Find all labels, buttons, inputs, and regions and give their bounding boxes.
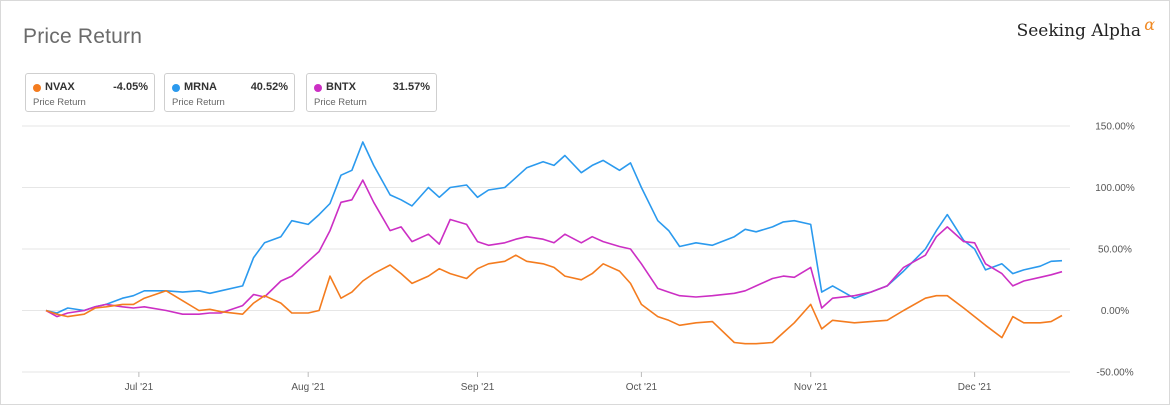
legend-item-bntx[interactable]: BNTX 31.57% Price Return xyxy=(306,73,437,112)
legend-ticker: MRNA xyxy=(184,81,217,93)
legend-item-mrna[interactable]: MRNA 40.52% Price Return xyxy=(164,73,295,112)
legend-return: -4.05% xyxy=(113,81,148,93)
x-tick-label: Sep '21 xyxy=(461,382,495,393)
legend: NVAX -4.05% Price Return MRNA 40.52% Pri… xyxy=(25,73,446,112)
series-dot-icon xyxy=(172,84,180,92)
series-dot-icon xyxy=(33,84,41,92)
legend-item-nvax[interactable]: NVAX -4.05% Price Return xyxy=(25,73,155,112)
series-line-bntx[interactable] xyxy=(45,179,1063,318)
brand-name: Seeking Alpha xyxy=(1016,21,1141,41)
y-tick-label: 0.00% xyxy=(1101,306,1129,317)
chart-title: Price Return xyxy=(23,25,143,48)
legend-ticker: NVAX xyxy=(45,81,75,93)
seeking-alpha-logo: Seeking Alpha α xyxy=(1016,15,1155,41)
series-line-mrna[interactable] xyxy=(45,141,1063,314)
legend-return: 40.52% xyxy=(250,81,288,93)
x-tick-label: Oct '21 xyxy=(626,382,658,393)
series-dot-icon xyxy=(314,84,322,92)
y-tick-label: 50.00% xyxy=(1098,245,1132,256)
legend-return: 31.57% xyxy=(392,81,430,93)
x-tick-label: Dec '21 xyxy=(958,382,992,393)
series-line-nvax[interactable] xyxy=(45,254,1063,345)
x-tick-label: Aug '21 xyxy=(291,382,325,393)
y-tick-label: 150.00% xyxy=(1095,122,1135,133)
legend-metric: Price Return xyxy=(33,97,86,108)
y-tick-label: -50.00% xyxy=(1096,368,1133,379)
legend-metric: Price Return xyxy=(314,97,367,108)
alpha-mark-icon: α xyxy=(1144,15,1155,34)
legend-metric: Price Return xyxy=(172,97,225,108)
x-tick-label: Nov '21 xyxy=(794,382,828,393)
x-tick-label: Jul '21 xyxy=(125,382,154,393)
legend-ticker: BNTX xyxy=(326,81,356,93)
y-tick-label: 100.00% xyxy=(1095,183,1135,194)
